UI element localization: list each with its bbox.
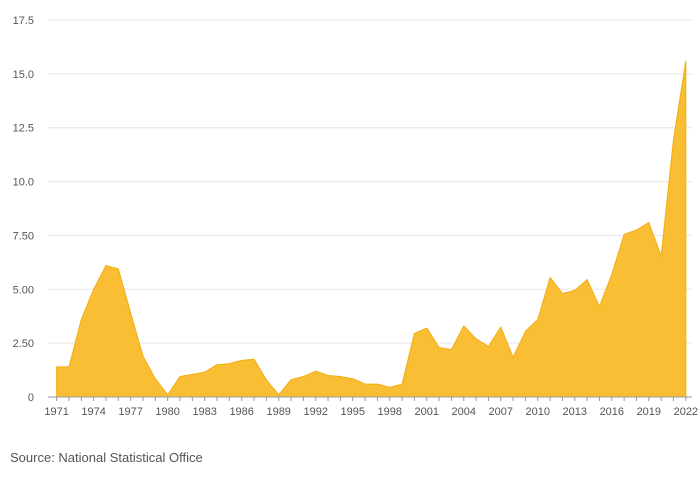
x-tick-label: 1971 [44, 406, 68, 418]
y-tick-label: 7.50 [13, 230, 34, 242]
y-axis-tick-labels: 0 2.50 5.00 7.50 10.0 12.5 15.0 17.5 [13, 15, 34, 404]
x-tick-label: 1995 [340, 406, 364, 418]
y-tick-label: 17.5 [13, 15, 34, 27]
x-tick-label: 2013 [563, 406, 587, 418]
y-tick-label: 0 [28, 392, 34, 404]
x-tick-label: 2004 [452, 406, 476, 418]
source-note: Source: National Statistical Office [10, 450, 203, 465]
y-tick-label: 12.5 [13, 123, 34, 135]
x-tick-label: 1974 [81, 406, 105, 418]
x-tick-label: 2019 [637, 406, 661, 418]
x-tick-label: 1980 [155, 406, 179, 418]
y-tick-label: 10.0 [13, 177, 34, 189]
y-tick-label: 15.0 [13, 69, 34, 81]
x-tick-label: 2010 [526, 406, 550, 418]
area-series [56, 60, 687, 398]
x-tick-label: 1989 [266, 406, 290, 418]
y-tick-label: 5.00 [13, 284, 34, 296]
x-tick-label: 1977 [118, 406, 142, 418]
x-tick-label: 2001 [415, 406, 439, 418]
x-tick-label: 2007 [489, 406, 513, 418]
x-tick-label: 2016 [600, 406, 624, 418]
x-tick-label: 2022 [674, 406, 698, 418]
x-axis-tick-labels: 1971 1974 1977 1980 1983 1986 1989 1992 1995 1998… [44, 406, 698, 418]
x-tick-label: 1992 [303, 406, 327, 418]
area-fill [56, 60, 687, 398]
gridlines [48, 19, 692, 344]
x-tick-label: 1983 [192, 406, 216, 418]
x-tick-label: 1986 [229, 406, 253, 418]
y-tick-label: 2.50 [13, 338, 34, 350]
x-tick-label: 1998 [377, 406, 401, 418]
x-axis [48, 396, 692, 401]
